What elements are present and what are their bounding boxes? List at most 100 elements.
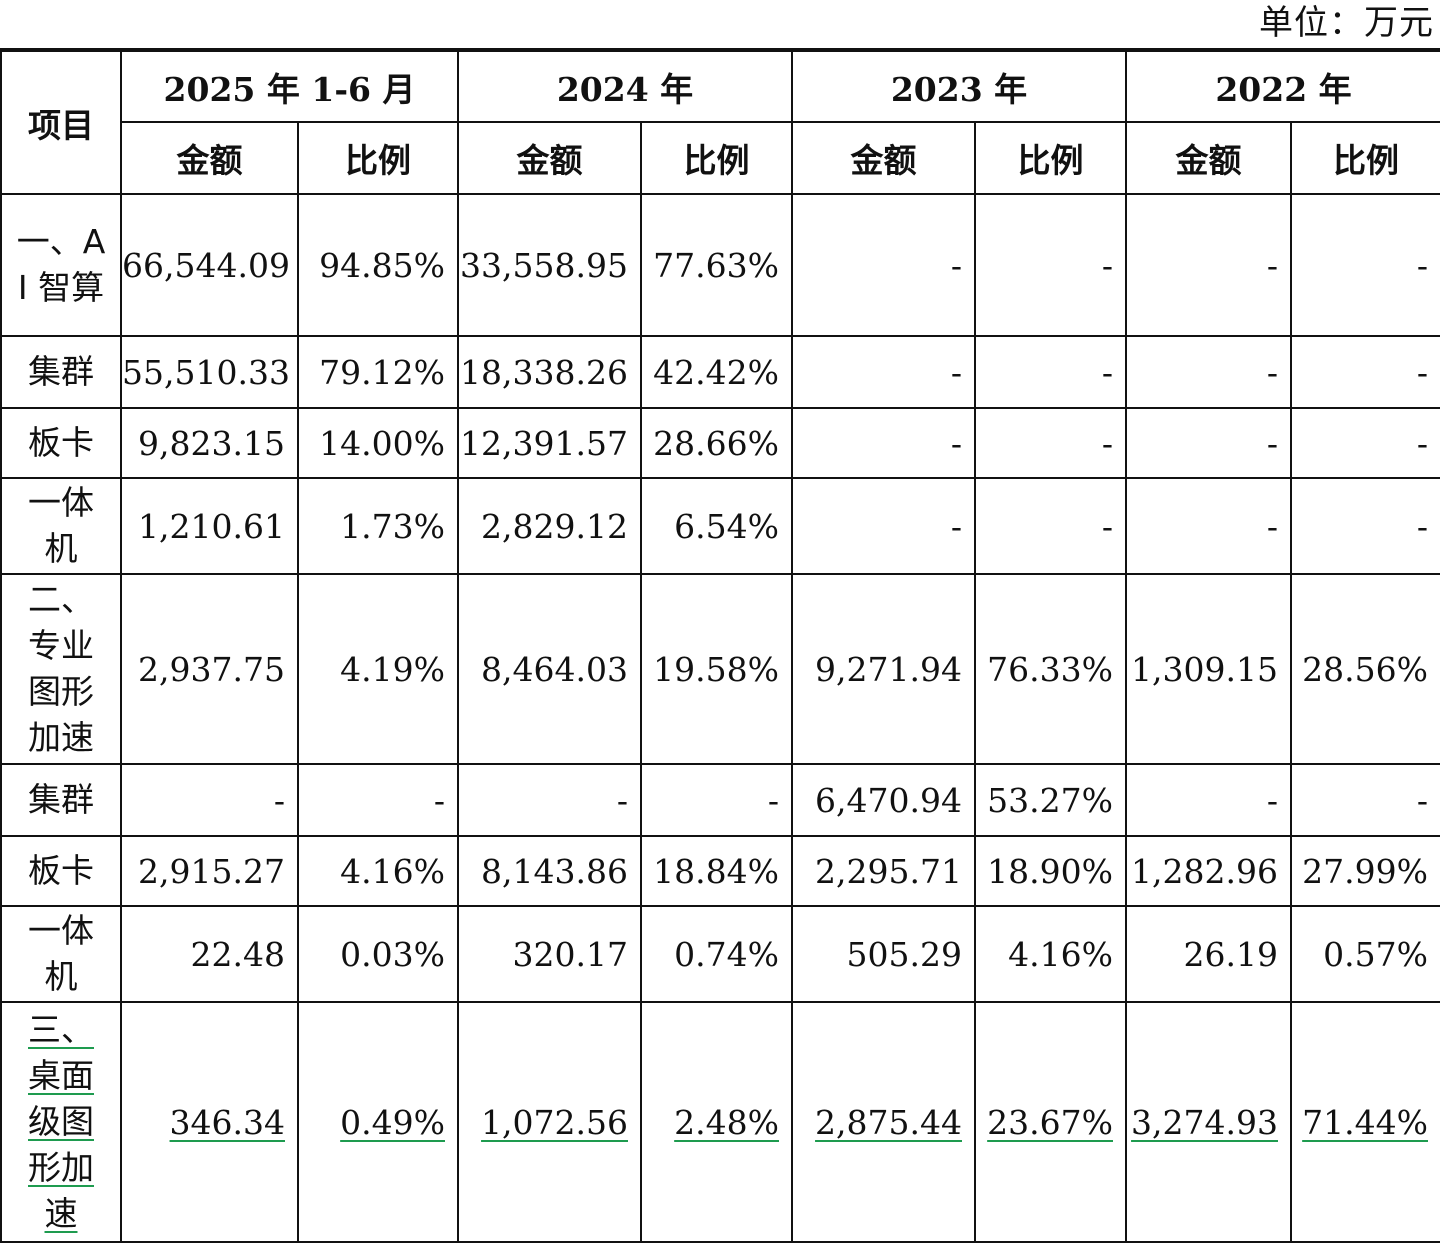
row-label-text: 一体机 xyxy=(28,483,94,568)
amount-value: 26.19 xyxy=(1183,934,1278,974)
ratio-cell: - xyxy=(974,193,1127,337)
amount-value: 9,271.94 xyxy=(815,649,962,689)
ratio-cell: 94.85% xyxy=(297,193,459,337)
ratio-value: - xyxy=(433,780,445,820)
amount-value: - xyxy=(1266,245,1278,285)
ratio-value: 0.74% xyxy=(674,934,779,974)
amount-cell: 2,915.27 xyxy=(120,835,299,907)
ratio-value: 19.58% xyxy=(653,649,779,689)
amount-cell: 12,391.57 xyxy=(457,407,642,479)
amount-cell: - xyxy=(791,335,976,409)
row-label: 集群 xyxy=(0,335,122,409)
header-row-metrics: 金额 比例 金额 比例 金额 比例 金额 比例 xyxy=(1,121,1440,195)
ratio-value: 53.27% xyxy=(987,780,1113,820)
ratio-value: 42.42% xyxy=(653,352,779,392)
amount-cell: 1,210.61 xyxy=(120,477,299,575)
ratio-value: - xyxy=(1416,506,1428,546)
header-period: 2022 年 xyxy=(1125,48,1440,123)
amount-cell: 9,823.15 xyxy=(120,407,299,479)
amount-value: - xyxy=(616,780,628,820)
ratio-cell: 4.19% xyxy=(297,573,459,765)
amount-cell: 26.19 xyxy=(1125,905,1292,1003)
header-period: 2024 年 xyxy=(457,48,793,123)
ratio-value: 79.12% xyxy=(319,352,445,392)
header-ratio: 比例 xyxy=(974,121,1127,195)
amount-cell: - xyxy=(457,763,642,837)
ratio-cell: 14.00% xyxy=(297,407,459,479)
amount-value: 1,210.61 xyxy=(138,506,285,546)
ratio-value: 28.66% xyxy=(653,423,779,463)
amount-value: 505.29 xyxy=(846,934,962,974)
row-label-text: 板卡 xyxy=(28,851,94,890)
amount-value: 6,470.94 xyxy=(815,780,962,820)
ratio-cell: - xyxy=(1290,407,1440,479)
row-label-text: 三、桌面级图形加速 xyxy=(28,1010,94,1233)
header-amount: 金额 xyxy=(120,121,299,195)
table-row: 一体机 22.48 0.03% 320.17 0.74% 505.29 4.16% 26.19… xyxy=(0,905,1440,1003)
header-period: 2025 年 1-6 月 xyxy=(120,48,459,123)
row-label: 二、专业图形加速 xyxy=(0,573,122,765)
amount-value: 2,937.75 xyxy=(138,649,285,689)
amount-cell: - xyxy=(791,477,976,575)
ratio-value: 28.56% xyxy=(1302,649,1428,689)
table-row: 二、专业图形加速 2,937.75 4.19% 8,464.03 19.58% 9,271… xyxy=(0,573,1440,765)
ratio-cell: 4.16% xyxy=(974,905,1127,1003)
row-label: 一、AI 智算 xyxy=(0,193,122,337)
ratio-cell: 2.48% xyxy=(640,1001,793,1243)
amount-value: 2,295.71 xyxy=(815,851,962,891)
ratio-cell: 18.84% xyxy=(640,835,793,907)
header-item: 项目 xyxy=(0,48,122,195)
ratio-cell: 6.54% xyxy=(640,477,793,575)
amount-value: 66,544.09 xyxy=(122,245,290,285)
amount-value: 346.34 xyxy=(169,1102,285,1142)
ratio-value: 14.00% xyxy=(319,423,445,463)
amount-value: - xyxy=(273,780,285,820)
amount-cell: 1,072.56 xyxy=(457,1001,642,1243)
ratio-value: 18.84% xyxy=(653,851,779,891)
ratio-cell: - xyxy=(974,335,1127,409)
ratio-cell: 0.57% xyxy=(1290,905,1440,1003)
amount-cell: 66,544.09 xyxy=(120,193,299,337)
amount-value: 1,282.96 xyxy=(1131,851,1278,891)
ratio-cell: - xyxy=(1290,763,1440,837)
amount-value: - xyxy=(950,506,962,546)
amount-cell: 3,274.93 xyxy=(1125,1001,1292,1243)
amount-cell: - xyxy=(1125,335,1292,409)
ratio-value: 6.54% xyxy=(674,506,779,546)
row-label-text: 一、AI 智算 xyxy=(16,222,106,307)
amount-cell: - xyxy=(1125,407,1292,479)
amount-cell: 320.17 xyxy=(457,905,642,1003)
amount-value: - xyxy=(950,245,962,285)
amount-cell: 346.34 xyxy=(120,1001,299,1243)
amount-cell: - xyxy=(1125,477,1292,575)
amount-cell: - xyxy=(791,407,976,479)
ratio-value: - xyxy=(1416,245,1428,285)
amount-value: 2,829.12 xyxy=(481,506,628,546)
amount-cell: 8,464.03 xyxy=(457,573,642,765)
ratio-value: 0.03% xyxy=(340,934,445,974)
ratio-value: 4.16% xyxy=(1008,934,1113,974)
amount-cell: 33,558.95 xyxy=(457,193,642,337)
amount-value: 2,875.44 xyxy=(815,1102,962,1142)
amount-value: - xyxy=(950,352,962,392)
ratio-value: 71.44% xyxy=(1302,1102,1428,1142)
ratio-value: 2.48% xyxy=(674,1102,779,1142)
header-period: 2023 年 xyxy=(791,48,1127,123)
ratio-cell: 0.49% xyxy=(297,1001,459,1243)
ratio-cell: 1.73% xyxy=(297,477,459,575)
table-row: 三、桌面级图形加速 346.34 0.49% 1,072.56 2.48% 2,875.4… xyxy=(0,1001,1440,1243)
ratio-value: 4.19% xyxy=(340,649,445,689)
ratio-value: - xyxy=(1416,352,1428,392)
amount-cell: 8,143.86 xyxy=(457,835,642,907)
revenue-table: 项目 2025 年 1-6 月 2024 年 2023 年 2022 年 金额 … xyxy=(0,48,1440,1243)
amount-value: 55,510.33 xyxy=(122,352,290,392)
amount-value: 12,391.57 xyxy=(460,423,628,463)
ratio-cell: 42.42% xyxy=(640,335,793,409)
row-label: 一体机 xyxy=(0,477,122,575)
row-label-text: 二、专业图形加速 xyxy=(28,580,94,757)
ratio-cell: 28.66% xyxy=(640,407,793,479)
header-ratio: 比例 xyxy=(297,121,459,195)
ratio-value: 4.16% xyxy=(340,851,445,891)
header-row-periods: 项目 2025 年 1-6 月 2024 年 2023 年 2022 年 xyxy=(0,48,1440,195)
ratio-cell: 28.56% xyxy=(1290,573,1440,765)
